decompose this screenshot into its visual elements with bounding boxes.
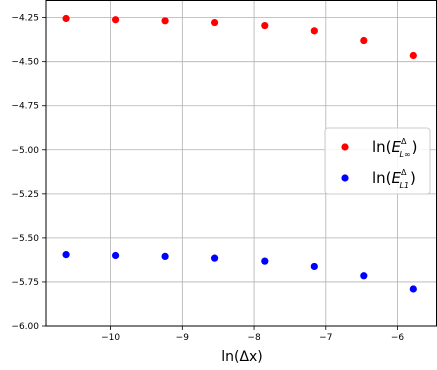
data-points xyxy=(62,14,417,293)
x-axis-label: ln(Δx) xyxy=(221,349,263,365)
data-point-series-1 xyxy=(161,17,169,25)
data-point-series-2 xyxy=(360,272,368,280)
legend-label-series-2: ln(EΔ L1) xyxy=(372,168,416,190)
data-point-series-1 xyxy=(310,27,318,35)
data-point-series-2 xyxy=(62,251,70,259)
legend-marker-series-1 xyxy=(341,143,349,151)
data-point-series-2 xyxy=(210,254,219,262)
data-point-series-1 xyxy=(409,51,417,60)
data-point-series-1 xyxy=(62,14,70,23)
data-point-series-1 xyxy=(261,21,269,30)
y-tick-label: −4.50 xyxy=(11,58,39,68)
y-tick-label: −5.00 xyxy=(11,146,39,156)
y-tick-label: −4.75 xyxy=(11,102,39,112)
y-tick-label: −5.50 xyxy=(11,234,39,244)
data-point-series-1 xyxy=(360,36,368,45)
y-tick-label: −6.00 xyxy=(11,322,39,332)
data-point-series-1 xyxy=(210,18,219,27)
x-tick-label: −6 xyxy=(391,333,405,343)
y-tick-label: −5.75 xyxy=(11,278,39,288)
data-point-series-2 xyxy=(261,257,269,265)
data-point-series-1 xyxy=(111,16,120,24)
data-point-series-2 xyxy=(310,262,318,271)
data-point-series-2 xyxy=(161,252,169,260)
x-tick-label: −8 xyxy=(247,333,261,343)
legend-box xyxy=(324,127,431,195)
data-point-series-2 xyxy=(111,251,120,260)
data-point-series-2 xyxy=(409,285,417,293)
y-tick-label: −4.25 xyxy=(11,14,39,24)
legend: ln(EΔ L∞) ln(EΔ L1) xyxy=(324,127,431,195)
legend-marker-series-2 xyxy=(341,174,349,182)
y-tick-label: −5.25 xyxy=(11,190,39,200)
x-tick-label: −7 xyxy=(319,333,332,343)
tick-labels: −10 −9 −8 −7 −6 −6.00 −5.75 −5.50 −5.25 −5.00 −4.7… xyxy=(11,14,404,343)
x-tick-label: −9 xyxy=(176,333,190,343)
legend-label-series-1: ln(EΔ L∞) xyxy=(372,137,417,159)
x-tick-label: −10 xyxy=(101,333,120,343)
